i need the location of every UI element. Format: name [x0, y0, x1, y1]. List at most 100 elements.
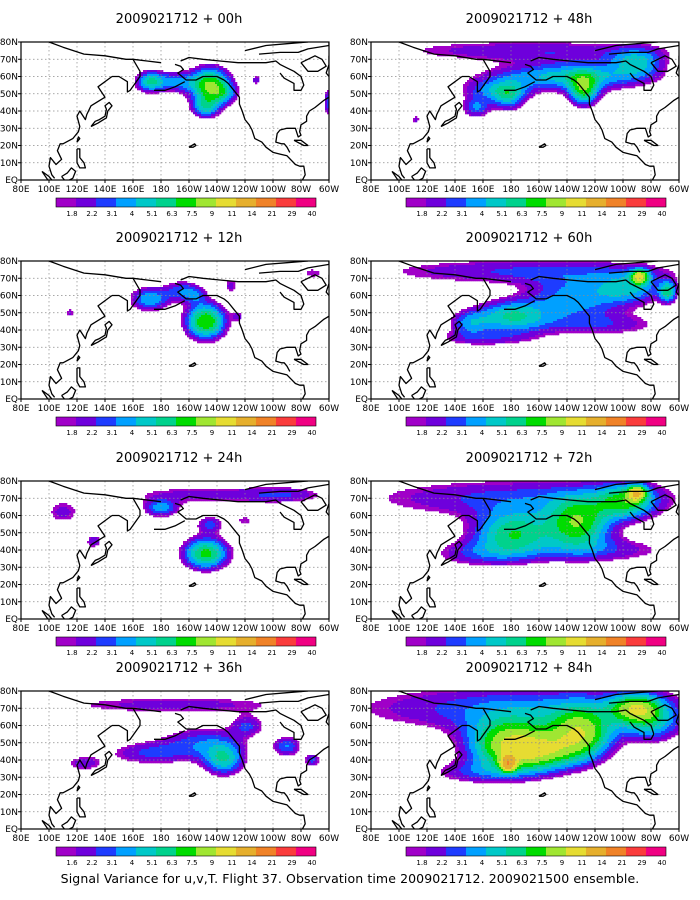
color-bar-label: 29: [288, 859, 297, 867]
color-bar-swatch: [526, 637, 546, 646]
x-tick-label: 80W: [291, 624, 311, 634]
y-tick-label: 40N: [350, 107, 368, 117]
color-bar-label: 7.5: [536, 429, 547, 437]
x-tick-label: 120W: [232, 834, 258, 844]
color-bar-swatch: [546, 198, 566, 207]
color-bar-swatch: [526, 847, 546, 856]
color-bar-label: 5.1: [496, 649, 507, 657]
y-tick-label: 40N: [0, 107, 18, 117]
x-tick-label: 160W: [526, 624, 552, 634]
color-bar-label: 29: [288, 649, 297, 657]
x-tick-label: 180: [502, 404, 519, 414]
color-bar-swatch: [216, 637, 236, 646]
x-tick-label: 140W: [554, 185, 580, 195]
color-bar-swatch: [486, 198, 506, 207]
y-tick-label: 80N: [350, 257, 368, 267]
x-tick-label: 80W: [641, 624, 661, 634]
y-tick-label: 50N: [0, 529, 18, 539]
y-tick-label: 10N: [0, 159, 18, 169]
color-bar-swatch: [586, 417, 606, 426]
color-bar-swatch: [236, 198, 256, 207]
map-panel: 2009021712 + 60h 80E 100E 120E 140E 160E 180 16…: [350, 231, 689, 437]
y-tick-label: 80N: [0, 257, 18, 267]
x-tick-label: 80E: [12, 624, 29, 634]
color-bar-label: 7.5: [536, 649, 547, 657]
x-tick-label: 160E: [122, 834, 145, 844]
y-tick-label: 60N: [350, 512, 368, 522]
color-bar-label: 6.3: [166, 859, 177, 867]
color-bar-label: 4: [480, 429, 485, 437]
y-tick-label: 50N: [0, 90, 18, 100]
x-tick-label: 120W: [232, 185, 258, 195]
color-bar-label: 40: [308, 649, 317, 657]
color-bar-swatch: [216, 417, 236, 426]
color-bar-swatch: [176, 847, 196, 856]
color-bar-label: 4: [480, 859, 485, 867]
x-tick-label: 100E: [388, 404, 411, 414]
y-tick-label: EQ: [355, 615, 368, 625]
color-bar-swatch: [626, 417, 646, 426]
y-tick-label: EQ: [355, 825, 368, 835]
x-tick-label: 120E: [66, 404, 89, 414]
coastlines: [41, 691, 329, 829]
color-bar-swatch: [586, 637, 606, 646]
color-bar-swatch: [646, 847, 666, 856]
color-bar-label: 9: [210, 210, 214, 218]
color-bar-swatch: [486, 417, 506, 426]
coastlines: [391, 481, 679, 619]
color-bar-label: 1.8: [66, 649, 77, 657]
color-bar-label: 5.1: [146, 859, 157, 867]
coastlines: [391, 42, 679, 180]
color-bar-swatch: [276, 637, 296, 646]
x-tick-label: 160W: [176, 404, 202, 414]
color-bar-swatch: [606, 637, 626, 646]
color-bar-label: 9: [560, 429, 564, 437]
x-tick-label: 120W: [582, 185, 608, 195]
color-bar-label: 3.1: [456, 649, 467, 657]
y-tick-label: 30N: [350, 563, 368, 573]
x-tick-label: 160W: [176, 834, 202, 844]
color-bar-label: 21: [618, 210, 627, 218]
variance-field: [413, 42, 670, 123]
y-tick-label: 40N: [0, 756, 18, 766]
color-bar-swatch: [276, 847, 296, 856]
map-panel: 2009021712 + 36h 80E 100E 120E 140E 160E 180 16…: [0, 661, 339, 867]
color-bar-swatch: [586, 198, 606, 207]
y-tick-label: 60N: [350, 292, 368, 302]
x-tick-label: 100E: [38, 834, 61, 844]
color-bar-swatch: [136, 637, 156, 646]
panel-title: 2009021712 + 60h: [466, 231, 593, 246]
y-tick-label: 40N: [350, 546, 368, 556]
y-tick-label: 70N: [0, 274, 18, 284]
color-bar-swatch: [546, 847, 566, 856]
color-bar-label: 6.3: [516, 859, 527, 867]
color-bar-label: 1.8: [66, 429, 77, 437]
y-tick-label: 20N: [350, 581, 368, 591]
color-bar-label: 2.2: [86, 649, 97, 657]
coastlines: [391, 261, 679, 399]
x-tick-label: 140E: [94, 624, 117, 634]
color-bar-label: 6.3: [516, 649, 527, 657]
x-tick-label: 100W: [610, 404, 636, 414]
color-bar-swatch: [136, 198, 156, 207]
y-tick-label: EQ: [355, 395, 368, 405]
color-bar-label: 3.1: [456, 429, 467, 437]
color-bar-label: 11: [578, 429, 587, 437]
color-bar-swatch: [466, 417, 486, 426]
color-bar-label: 29: [638, 210, 647, 218]
x-tick-label: 140E: [94, 404, 117, 414]
y-tick-label: 80N: [350, 477, 368, 487]
x-tick-label: 180: [502, 834, 519, 844]
y-tick-label: EQ: [5, 176, 18, 186]
color-bar-label: 40: [658, 649, 667, 657]
x-tick-label: 140W: [204, 834, 230, 844]
x-tick-label: 100W: [260, 185, 286, 195]
color-bar-label: 14: [598, 649, 607, 657]
x-tick-label: 100E: [38, 185, 61, 195]
y-tick-label: EQ: [5, 825, 18, 835]
color-bar-label: 3.1: [106, 649, 117, 657]
color-bar-label: 1.8: [66, 210, 77, 218]
axis-ticks: 80E 100E 120E 140E 160E 180 160W 140W 120W 100W 80…: [0, 477, 339, 634]
y-tick-label: 60N: [350, 722, 368, 732]
color-bar-label: 6.3: [166, 429, 177, 437]
